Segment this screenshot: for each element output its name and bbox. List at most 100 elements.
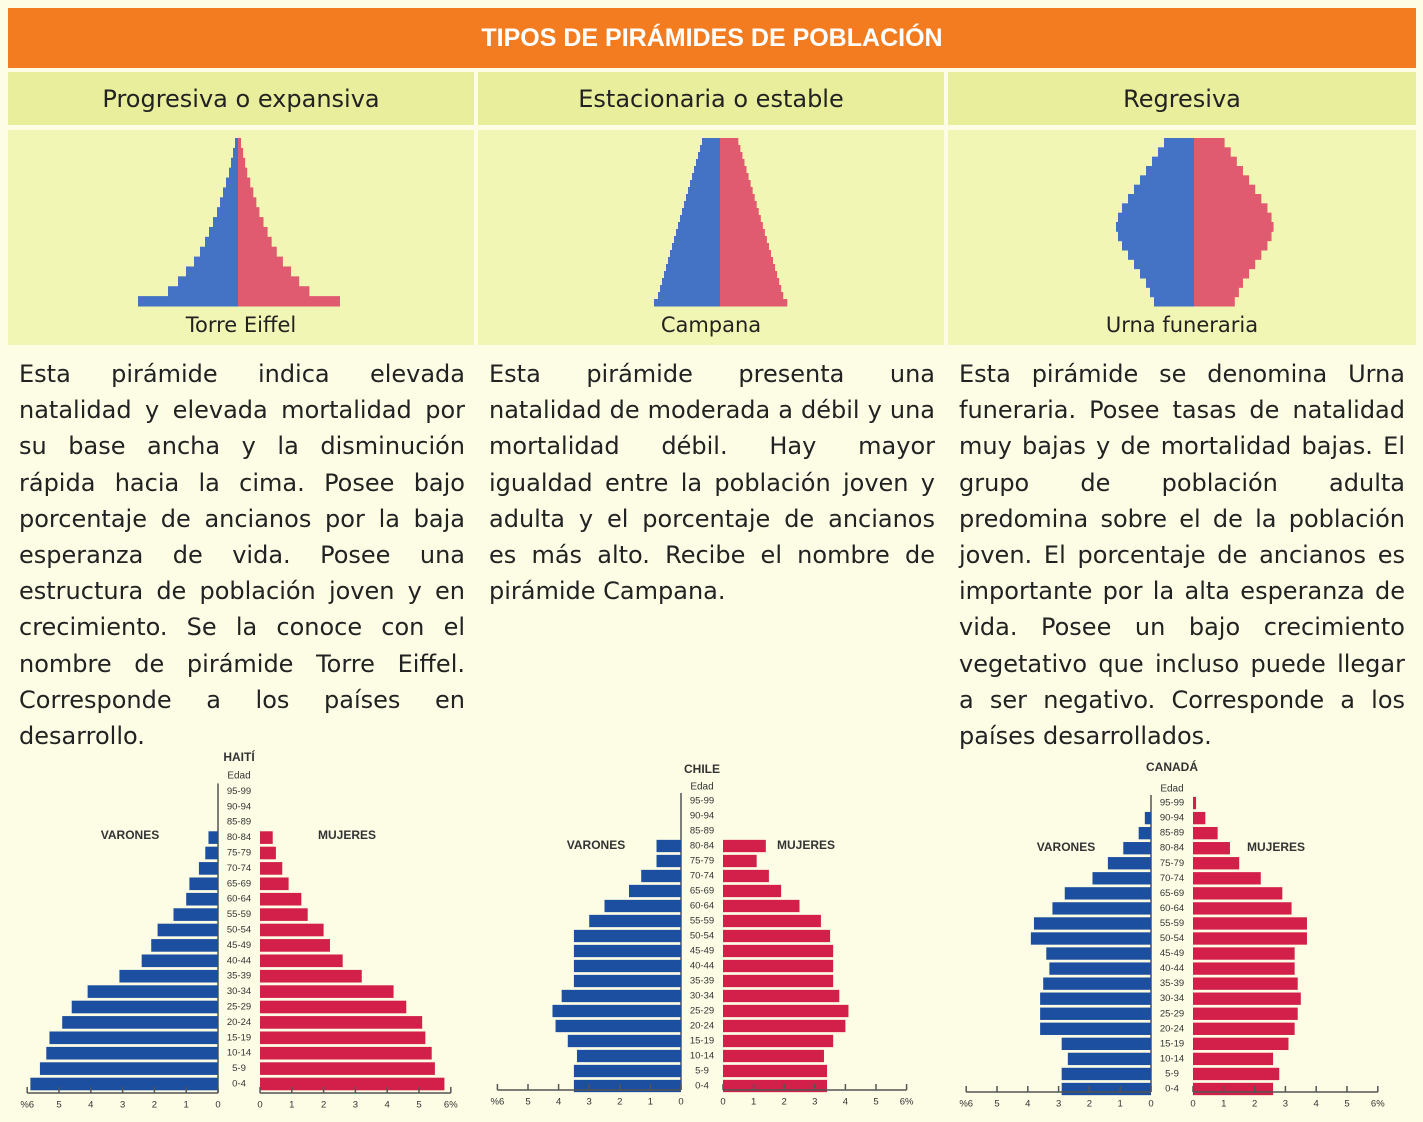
bar <box>1193 917 1307 930</box>
bar <box>1061 1037 1151 1051</box>
age-label: 75-79 <box>690 856 714 867</box>
column: Regresiva Urna funeraria Esta pirámide s… <box>948 72 1416 1118</box>
age-label: 30-34 <box>1160 993 1184 1004</box>
icon-bar <box>688 187 720 195</box>
bar <box>1193 1067 1280 1081</box>
icon-bar <box>720 278 780 286</box>
icon-bar <box>1194 166 1243 176</box>
bar <box>1144 811 1151 825</box>
icon-bar <box>238 147 244 159</box>
age-label: 50-54 <box>227 925 251 936</box>
axis-label: Edad <box>690 782 713 793</box>
bar <box>260 1077 445 1091</box>
icon-bar <box>217 207 238 218</box>
bar <box>1193 947 1295 960</box>
icon-bar <box>696 159 720 167</box>
icon-bar <box>223 187 238 198</box>
bar <box>723 1079 828 1093</box>
icon-bar <box>1158 147 1194 158</box>
icon-bar <box>720 138 739 146</box>
description: Esta pirámide se denomina Urna funeraria… <box>959 360 1405 751</box>
x-tick-label: 2 <box>321 1100 326 1111</box>
icon-bar <box>694 166 720 174</box>
icon-bar <box>238 286 310 297</box>
icon-bar <box>1146 278 1194 288</box>
icon-bar <box>666 264 720 272</box>
icon-bar <box>1194 287 1239 298</box>
icon-bar <box>1194 250 1262 260</box>
bar <box>1193 857 1240 870</box>
icon-bar <box>238 157 246 169</box>
bar <box>205 846 218 860</box>
age-label: 30-34 <box>690 991 714 1002</box>
icon-bar <box>1118 212 1194 223</box>
x-tick-label: 4 <box>385 1100 390 1111</box>
icon-bar <box>1122 240 1194 251</box>
x-tick-label: 6% <box>1371 1099 1385 1110</box>
x-tick-label: 1 <box>289 1100 294 1111</box>
icon-bar <box>720 166 747 174</box>
icon-bar <box>1140 268 1194 279</box>
icon-bar <box>233 147 238 159</box>
icon-bar <box>238 187 254 198</box>
icon-bar <box>1194 147 1231 158</box>
bar <box>1193 887 1283 900</box>
bar <box>62 1016 219 1029</box>
bar <box>141 954 218 968</box>
icon-bar <box>654 299 720 307</box>
icon <box>138 138 340 307</box>
x-tick-label: 5 <box>873 1097 878 1108</box>
age-label: 5-9 <box>695 1066 709 1077</box>
icon-bar <box>238 207 260 218</box>
bar <box>573 1064 681 1078</box>
x-tick-label: 5 <box>416 1100 421 1111</box>
x-tick-label: 0 <box>678 1097 683 1108</box>
age-label: 0-4 <box>232 1079 246 1090</box>
icon-bar <box>680 215 720 223</box>
bar <box>573 929 681 943</box>
description: Esta pirámide presenta una natalidad de … <box>489 360 935 606</box>
shape-label: Torre Eiffel <box>185 313 297 337</box>
bar <box>1138 826 1151 840</box>
icon-bar <box>1194 296 1235 307</box>
icon-bar <box>720 173 749 181</box>
icon-bar <box>720 194 755 202</box>
icon-bar <box>213 217 238 228</box>
bar <box>723 929 831 943</box>
x-tick-label: 5 <box>525 1097 530 1108</box>
bar <box>119 969 218 983</box>
icon-bar <box>1122 203 1194 214</box>
icon-bar <box>1194 184 1256 195</box>
bar <box>1193 1082 1274 1096</box>
x-tick-label: %6 <box>959 1099 973 1110</box>
bar <box>260 939 330 952</box>
bar <box>260 1031 426 1045</box>
bar <box>87 985 219 998</box>
bar <box>1092 872 1151 885</box>
bar <box>573 974 681 988</box>
x-tick-label: 1 <box>648 1097 653 1108</box>
age-label: 25-29 <box>690 1006 714 1017</box>
icon-bar <box>238 197 257 208</box>
bar <box>260 877 289 891</box>
bar <box>1123 842 1151 855</box>
age-label: 25-29 <box>1160 1008 1184 1019</box>
bar <box>723 1019 846 1033</box>
age-label: 10-14 <box>1160 1053 1184 1064</box>
icon-bar <box>720 243 769 251</box>
age-label: 95-99 <box>227 786 251 797</box>
x-tick-label: 3 <box>587 1097 592 1108</box>
icon-bar <box>720 236 767 244</box>
icon-bar <box>720 299 788 307</box>
legend-label: VARONES <box>567 838 625 852</box>
bar <box>260 1016 423 1029</box>
x-tick-label: 0 <box>257 1100 262 1111</box>
age-label: 5-9 <box>1165 1068 1179 1079</box>
icon-bar <box>238 246 277 258</box>
age-label: 0-4 <box>695 1081 709 1092</box>
icon-bar <box>660 285 720 293</box>
bar <box>157 923 218 937</box>
bar <box>723 884 782 898</box>
age-label: 60-64 <box>1160 903 1184 914</box>
icon-bar <box>1194 203 1268 214</box>
